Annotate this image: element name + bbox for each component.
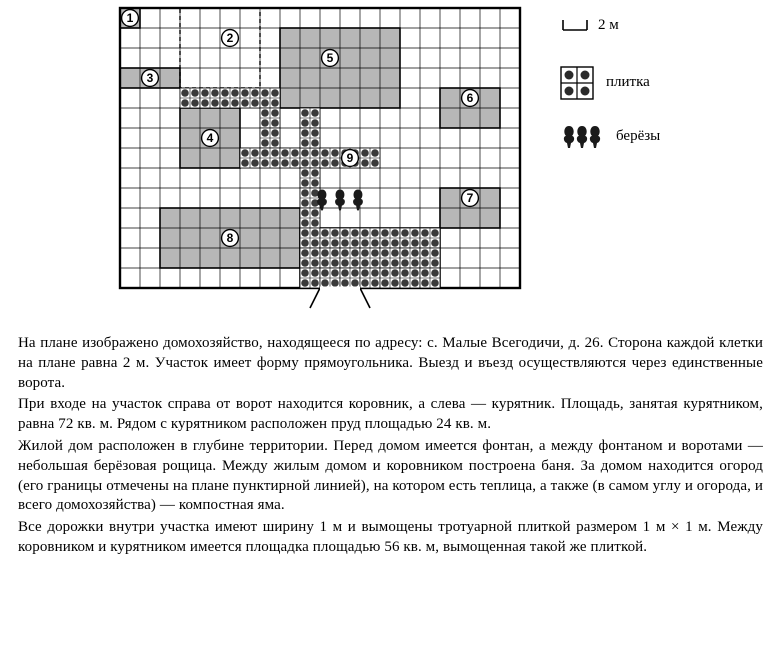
svg-text:9: 9 xyxy=(347,151,354,165)
trees-icon xyxy=(560,122,604,152)
svg-text:4: 4 xyxy=(207,131,214,145)
scale-bracket-icon xyxy=(560,18,590,36)
legend-trees-label: берёзы xyxy=(616,127,660,147)
page-root: 1 2 3 4 5 6 7 8 9 2 м xyxy=(0,0,781,580)
svg-text:1: 1 xyxy=(127,11,134,25)
paragraph-3: Жилой дом расположен в глубине территори… xyxy=(18,437,763,516)
svg-text:2: 2 xyxy=(227,31,234,45)
plan-diagram-wrapper: 1 2 3 4 5 6 7 8 9 xyxy=(118,6,522,312)
legend-tile: плитка xyxy=(560,66,660,100)
scale-text: 2 м xyxy=(598,16,619,36)
legend-tile-label: плитка xyxy=(606,73,650,93)
plan-diagram: 1 2 3 4 5 6 7 8 9 xyxy=(118,6,522,312)
svg-text:6: 6 xyxy=(467,91,474,105)
tile-icon xyxy=(560,66,594,100)
legend-scale: 2 м xyxy=(560,16,660,36)
svg-text:3: 3 xyxy=(147,71,154,85)
svg-text:7: 7 xyxy=(467,191,474,205)
paragraph-2: При входе на участок справа от ворот нах… xyxy=(18,395,763,435)
svg-text:8: 8 xyxy=(227,231,234,245)
legend: 2 м плитка берёзы xyxy=(560,16,660,312)
paragraph-4: Все дорожки внутри участка имеют ширину … xyxy=(18,518,763,558)
figure-row: 1 2 3 4 5 6 7 8 9 2 м xyxy=(118,6,763,312)
legend-trees: берёзы xyxy=(560,122,660,152)
svg-text:5: 5 xyxy=(327,51,334,65)
paragraph-1: На плане изображено домохозяйство, наход… xyxy=(18,334,763,393)
